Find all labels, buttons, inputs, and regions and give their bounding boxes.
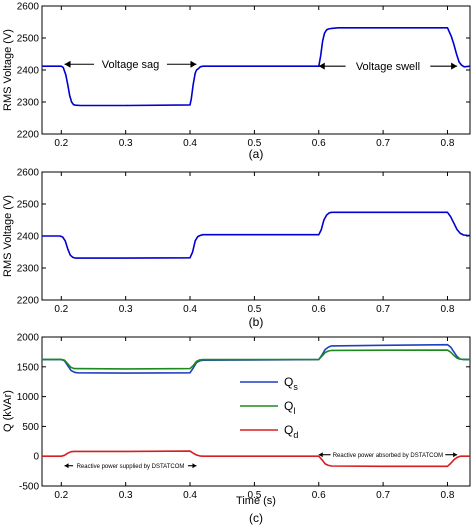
legend-subscript: l bbox=[293, 406, 295, 416]
arrowhead-left bbox=[318, 62, 325, 70]
panel-b-ticks: 0.2 0.3 0.4 0.5 0.6 0.7 0.8 2200 2300 2400 2500 260… bbox=[17, 168, 470, 315]
x-tick-label: 0.3 bbox=[119, 304, 133, 315]
series-line-2 bbox=[42, 450, 470, 468]
panel-b: 0.2 0.3 0.4 0.5 0.6 0.7 0.8 2200 2300 2400 2500 260… bbox=[2, 168, 471, 329]
panel-b-frame bbox=[41, 171, 471, 301]
x-tick-label: 0.6 bbox=[312, 490, 326, 501]
y-tick-label: 500 bbox=[22, 422, 39, 433]
annotation-label: Reactive power supplied by DSTATCOM bbox=[77, 464, 185, 470]
arrowhead-right bbox=[192, 463, 197, 469]
panel-c-xlabel: Time (s) bbox=[236, 495, 276, 507]
panel-c-ylabel: Q (kVAr) bbox=[2, 390, 14, 432]
arrowhead-right bbox=[453, 452, 458, 458]
panel-c: 0.2 0.3 0.4 0.5 0.6 0.7 0.8 -500 0 500 1000 1500 200… bbox=[2, 333, 471, 525]
y-tick-label: 2000 bbox=[17, 333, 40, 344]
x-tick-label: 0.4 bbox=[183, 138, 197, 149]
y-tick-label: 2500 bbox=[17, 34, 40, 45]
y-tick-label: 2600 bbox=[17, 168, 40, 179]
series-line-0 bbox=[42, 211, 471, 259]
x-tick-label: 0.8 bbox=[441, 138, 455, 149]
y-tick-label: 2400 bbox=[17, 232, 40, 243]
arrowhead-left bbox=[318, 452, 323, 458]
panel-a: 0.2 0.3 0.4 0.5 0.6 0.7 0.8 2200 2300 2400 2500 260… bbox=[2, 2, 471, 161]
panel-c-caption: (c) bbox=[249, 511, 263, 525]
panel-c-ticks: 0.2 0.3 0.4 0.5 0.6 0.7 0.8 -500 0 500 1000 1500 200… bbox=[17, 333, 470, 501]
legend-subscript: d bbox=[293, 430, 298, 440]
x-tick-label: 0.5 bbox=[247, 138, 261, 149]
y-tick-label: -500 bbox=[19, 482, 39, 493]
y-tick-label: 2500 bbox=[17, 200, 40, 211]
x-tick-label: 0.2 bbox=[54, 490, 68, 501]
x-tick-label: 0.3 bbox=[119, 490, 133, 501]
panel-c-series bbox=[42, 343, 471, 468]
panel-a-ticks: 0.2 0.3 0.4 0.5 0.6 0.7 0.8 2200 2300 2400 2500 260… bbox=[17, 2, 470, 149]
panel-a-ylabel: RMS Voltage (V) bbox=[2, 29, 14, 111]
x-tick-label: 0.4 bbox=[183, 490, 197, 501]
x-tick-label: 0.7 bbox=[376, 304, 390, 315]
arrowhead-left bbox=[64, 463, 69, 469]
x-tick-label: 0.7 bbox=[376, 490, 390, 501]
x-tick-label: 0.6 bbox=[312, 304, 326, 315]
x-tick-label: 0.7 bbox=[376, 138, 390, 149]
panel-a-annotations: Voltage sag Voltage swell bbox=[64, 59, 458, 73]
panel-b-series bbox=[42, 211, 471, 259]
arrowhead-right bbox=[451, 62, 458, 70]
x-tick-label: 0.6 bbox=[312, 138, 326, 149]
annotation-label: Voltage sag bbox=[102, 59, 160, 71]
x-tick-label: 0.8 bbox=[441, 490, 455, 501]
x-tick-label: 0.3 bbox=[119, 138, 133, 149]
y-tick-label: 1000 bbox=[17, 392, 40, 403]
y-tick-label: 0 bbox=[33, 452, 39, 463]
annotation-label: Voltage swell bbox=[356, 61, 420, 73]
arrowhead-left bbox=[64, 60, 71, 68]
panel-a-series bbox=[42, 26, 471, 107]
series-line-1 bbox=[42, 349, 471, 370]
y-tick-label: 2200 bbox=[17, 130, 40, 141]
y-tick-label: 1500 bbox=[17, 362, 40, 373]
y-tick-label: 2600 bbox=[17, 2, 40, 13]
x-tick-label: 0.5 bbox=[247, 490, 261, 501]
arrowhead-right bbox=[190, 60, 197, 68]
panel-c-frame bbox=[41, 336, 471, 487]
x-tick-label: 0.5 bbox=[247, 304, 261, 315]
x-tick-label: 0.4 bbox=[183, 304, 197, 315]
x-tick-label: 0.8 bbox=[441, 304, 455, 315]
panel-b-ylabel: RMS Voltage (V) bbox=[2, 195, 14, 277]
y-tick-label: 2200 bbox=[17, 296, 40, 307]
panel-a-caption: (a) bbox=[249, 147, 264, 161]
legend-label: Qd bbox=[284, 423, 298, 440]
legend-subscript: s bbox=[293, 382, 298, 392]
x-tick-label: 0.2 bbox=[54, 138, 68, 149]
annotation-label: Reactive power absorbed by DSTATCOM bbox=[333, 453, 443, 459]
x-tick-label: 0.2 bbox=[54, 304, 68, 315]
panel-b-caption: (b) bbox=[249, 315, 264, 329]
legend-label: Ql bbox=[284, 399, 295, 416]
y-tick-label: 2300 bbox=[17, 98, 40, 109]
legend-label: Qs bbox=[284, 375, 298, 392]
y-tick-label: 2400 bbox=[17, 66, 40, 77]
panel-c-annotations: Reactive power supplied by DSTATCOM React… bbox=[64, 452, 458, 470]
series-line-0 bbox=[42, 26, 471, 107]
y-tick-label: 2300 bbox=[17, 264, 40, 275]
panel-c-legend: Qs Ql Qd bbox=[240, 375, 298, 440]
